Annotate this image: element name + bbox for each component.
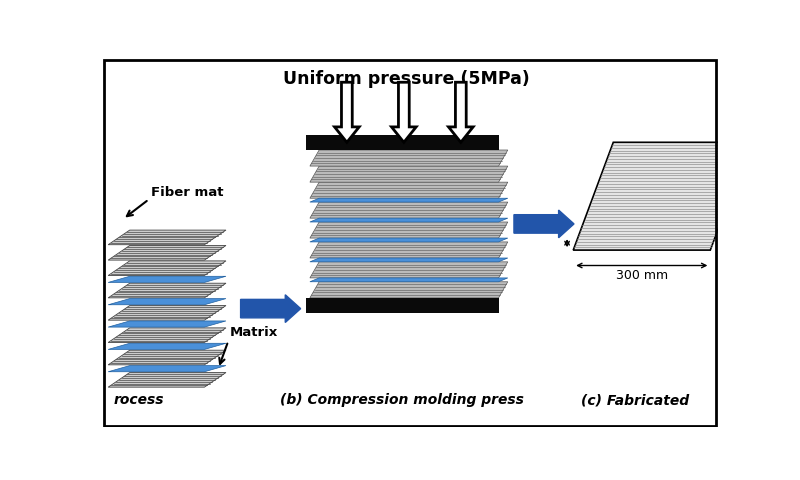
Text: Matrix: Matrix [230,326,278,339]
FancyArrow shape [241,295,301,323]
Polygon shape [310,242,508,258]
Polygon shape [108,372,226,387]
Polygon shape [108,283,226,298]
Text: Uniform pressure (5MPa): Uniform pressure (5MPa) [282,70,530,88]
Polygon shape [108,299,226,305]
Text: Fiber mat: Fiber mat [150,185,223,199]
Text: (b) Compression molding press: (b) Compression molding press [280,393,524,407]
Polygon shape [108,366,226,372]
Polygon shape [449,82,473,142]
Text: 300 mm: 300 mm [616,269,668,282]
Polygon shape [310,202,508,218]
Polygon shape [310,258,508,262]
Text: rocess: rocess [114,393,164,407]
Polygon shape [310,222,508,238]
Polygon shape [108,321,226,327]
Polygon shape [310,278,508,282]
Polygon shape [108,276,226,282]
Text: 3.2 mm: 3.2 mm [520,222,566,236]
Polygon shape [310,198,508,202]
Polygon shape [108,306,226,320]
Bar [306,298,498,313]
Polygon shape [310,166,508,182]
Text: (c) Fabricated: (c) Fabricated [581,393,689,407]
FancyArrow shape [514,210,574,238]
Polygon shape [574,142,750,250]
Polygon shape [108,350,226,365]
Polygon shape [310,150,508,166]
Polygon shape [310,182,508,198]
Polygon shape [310,238,508,242]
Polygon shape [334,82,359,142]
Polygon shape [108,328,226,343]
Polygon shape [310,282,508,298]
Polygon shape [108,343,226,349]
Polygon shape [310,218,508,222]
Bar [306,134,498,150]
Polygon shape [108,245,226,260]
Polygon shape [310,262,508,278]
Polygon shape [108,261,226,276]
Polygon shape [391,82,416,142]
Polygon shape [108,230,226,245]
